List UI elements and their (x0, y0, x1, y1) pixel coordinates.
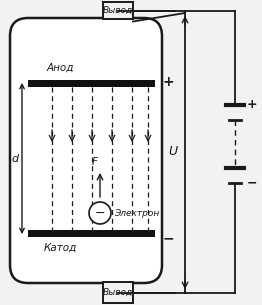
Text: +: + (247, 99, 258, 112)
Text: −: − (95, 206, 105, 220)
Text: d: d (12, 153, 19, 163)
Text: F: F (92, 157, 98, 167)
Bar (28, 230, 155, 237)
Text: −: − (247, 177, 258, 189)
Bar (103, 282, 133, 303)
Text: U: U (168, 145, 177, 158)
FancyBboxPatch shape (10, 18, 162, 283)
Text: +: + (163, 75, 175, 89)
Text: Анод: Анод (46, 63, 74, 73)
Bar (28, 80, 155, 87)
Text: Электрон: Электрон (114, 209, 159, 217)
Circle shape (89, 202, 111, 224)
Text: Вывод: Вывод (103, 288, 133, 297)
Bar (103, 2, 133, 19)
Text: Катод: Катод (43, 243, 77, 253)
Text: Вывод: Вывод (103, 6, 133, 15)
Text: −: − (163, 231, 175, 245)
